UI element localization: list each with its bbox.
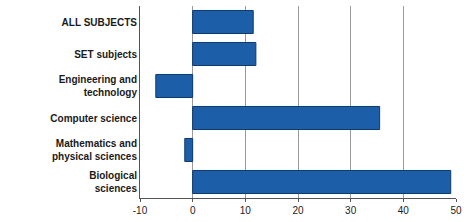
- svg-text:Biologicalsciences: Biologicalsciences: [89, 170, 137, 194]
- svg-text:40: 40: [398, 205, 410, 216]
- svg-text:ALL SUBJECTS: ALL SUBJECTS: [62, 17, 138, 28]
- svg-text:Computer science: Computer science: [50, 113, 137, 124]
- svg-text:-10: -10: [133, 205, 148, 216]
- svg-text:Mathematics andphysical scienc: Mathematics andphysical sciences: [52, 138, 137, 162]
- svg-text:30: 30: [345, 205, 357, 216]
- svg-text:20: 20: [292, 205, 304, 216]
- svg-text:SET subjects: SET subjects: [74, 49, 137, 60]
- svg-text:Engineering andtechnology: Engineering andtechnology: [59, 74, 138, 98]
- svg-text:50: 50: [450, 205, 462, 216]
- svg-text:10: 10: [240, 205, 252, 216]
- svg-text:0: 0: [190, 205, 196, 216]
